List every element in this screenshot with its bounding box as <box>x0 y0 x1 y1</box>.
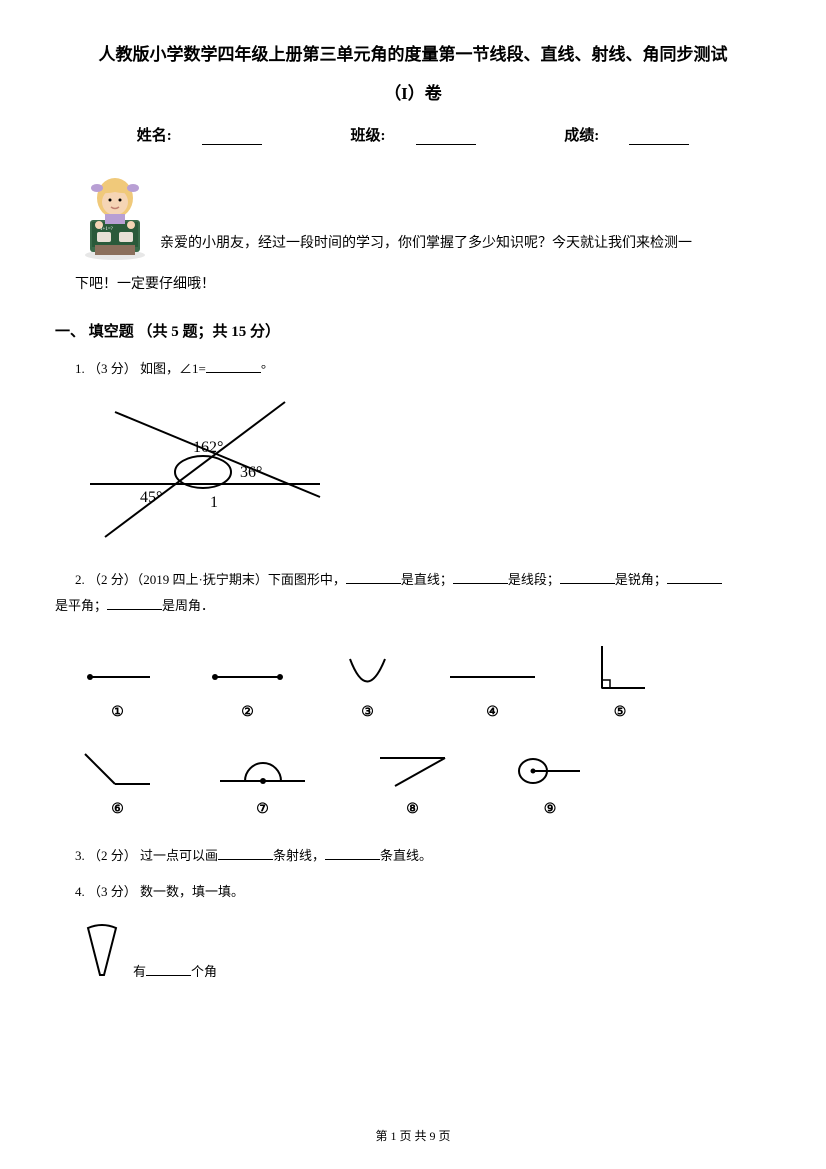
shape-3: ③ <box>340 654 395 721</box>
question-1: 1. （3 分） 如图，∠1=° <box>75 356 771 382</box>
score-blank[interactable] <box>629 131 689 145</box>
greeting-row: 1+1=? 亲爱的小朋友，经过一段时间的学习，你们掌握了多少知识呢？今天就让我们… <box>55 170 771 260</box>
shape-4: ④ <box>445 659 540 721</box>
shape-2: ② <box>205 659 290 721</box>
question-3: 3. （2 分） 过一点可以画条射线，条直线。 <box>75 843 771 869</box>
shape-1: ① <box>80 659 155 721</box>
q4-figure: 有个角 <box>80 920 771 980</box>
svg-text:1+1=?: 1+1=? <box>100 227 114 232</box>
shape-9: ⑨ <box>515 751 585 818</box>
q2-blank-4[interactable] <box>667 571 722 584</box>
question-2: 2. （2 分）（2019 四上·抚宁期末）下面图形中，是直线；是线段；是锐角；… <box>55 567 771 619</box>
q4-blank[interactable] <box>146 963 191 976</box>
shape-6: ⑥ <box>80 746 155 818</box>
q2-blank-3[interactable] <box>560 571 615 584</box>
q2-blank-1[interactable] <box>346 571 401 584</box>
greeting-text-2: 下吧！一定要仔细哦！ <box>75 270 771 301</box>
q1-figure: 162° 36° 45° 1 <box>85 392 771 547</box>
shape-5: ⑤ <box>590 644 650 721</box>
q4-shape <box>80 920 125 980</box>
score-label: 成绩: <box>564 128 599 144</box>
svg-text:45°: 45° <box>140 489 162 506</box>
avatar-illustration: 1+1=? <box>75 170 155 260</box>
q2-blank-2[interactable] <box>453 571 508 584</box>
q3-blank-1[interactable] <box>218 847 273 860</box>
svg-text:1: 1 <box>210 494 218 511</box>
shape-7: ⑦ <box>215 751 310 818</box>
q2-figures: ① ② ③ ④ ⑤ ⑥ ⑦ ⑧ <box>80 644 771 818</box>
name-blank[interactable] <box>202 131 262 145</box>
name-label: 姓名: <box>137 128 172 144</box>
shape-8: ⑧ <box>370 746 455 818</box>
svg-text:36°: 36° <box>240 464 262 481</box>
section-1-header: 一、 填空题 （共 5 题；共 15 分） <box>55 320 771 341</box>
page-footer: 第 1 页 共 9 页 <box>0 1127 826 1144</box>
q2-blank-5[interactable] <box>107 597 162 610</box>
student-info: 姓名: 班级: 成绩: <box>55 124 771 145</box>
page-title: 人教版小学数学四年级上册第三单元角的度量第一节线段、直线、射线、角同步测试 <box>55 40 771 71</box>
q1-blank[interactable] <box>206 360 261 373</box>
page-subtitle: （I）卷 <box>55 79 771 104</box>
greeting-text-1: 亲爱的小朋友，经过一段时间的学习，你们掌握了多少知识呢？今天就让我们来检测一 <box>160 229 771 260</box>
q3-blank-2[interactable] <box>325 847 380 860</box>
class-label: 班级: <box>351 128 386 144</box>
question-4: 4. （3 分） 数一数，填一填。 <box>75 879 771 905</box>
class-blank[interactable] <box>416 131 476 145</box>
svg-text:162°: 162° <box>193 439 223 456</box>
